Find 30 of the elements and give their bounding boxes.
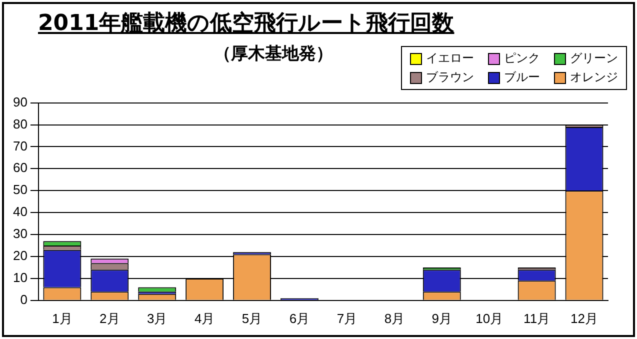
x-tick-label: 4月	[194, 310, 215, 326]
legend-label: ピンク	[504, 50, 540, 67]
y-tick-label: 20	[12, 248, 28, 264]
x-tick-label: 6月	[289, 310, 310, 326]
y-tick-label: 60	[12, 160, 28, 176]
x-tick-label: 2月	[100, 310, 120, 326]
x-tick-label: 7月	[336, 310, 358, 326]
legend-label: イエロー	[426, 50, 474, 67]
y-tick-label: 50	[12, 182, 28, 198]
y-tick-label: 40	[12, 204, 28, 220]
x-tick-label: 10月	[476, 310, 504, 326]
y-tick-label: 90	[12, 94, 28, 110]
x-tick-label: 3月	[146, 310, 168, 326]
x-tick-label: 11月	[524, 310, 550, 326]
x-tick-label: 1月	[52, 310, 72, 326]
legend-label: ブルー	[504, 69, 540, 86]
chart-subtitle: （厚木基地発）	[214, 43, 333, 65]
y-tick-label: 70	[12, 138, 28, 154]
legend-label: グリーン	[570, 50, 618, 67]
x-tick-label: 9月	[432, 310, 452, 326]
legend-label: ブラウン	[426, 69, 474, 86]
y-tick-label: 80	[12, 116, 28, 132]
x-tick-label: 8月	[384, 310, 405, 326]
x-tick-label: 5月	[242, 310, 262, 326]
legend-label: オレンジ	[570, 69, 618, 86]
y-tick-label: 0	[20, 292, 28, 307]
x-tick-label: 12月	[570, 310, 598, 326]
y-tick-label: 30	[12, 226, 28, 242]
y-tick-label: 10	[12, 270, 28, 286]
chart-title: 2011年艦載機の低空飛行ルート飛行回数	[38, 10, 454, 38]
